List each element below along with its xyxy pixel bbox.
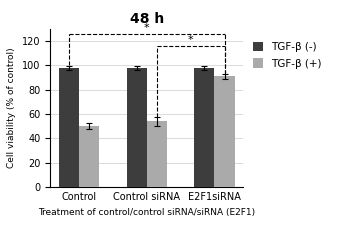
Text: *: * xyxy=(144,23,150,33)
Text: *: * xyxy=(188,35,194,45)
X-axis label: Treatment of control/control siRNA/siRNA (E2F1): Treatment of control/control siRNA/siRNA… xyxy=(38,208,255,217)
Bar xyxy=(194,68,214,187)
Y-axis label: Cell viability (% of control): Cell viability (% of control) xyxy=(8,48,16,168)
Bar xyxy=(79,126,100,187)
Legend: TGF-β (-), TGF-β (+): TGF-β (-), TGF-β (+) xyxy=(252,42,322,69)
Title: 48 h: 48 h xyxy=(130,12,164,26)
Bar xyxy=(59,68,79,187)
Bar xyxy=(147,121,167,187)
Bar xyxy=(214,76,234,187)
Bar xyxy=(126,68,147,187)
